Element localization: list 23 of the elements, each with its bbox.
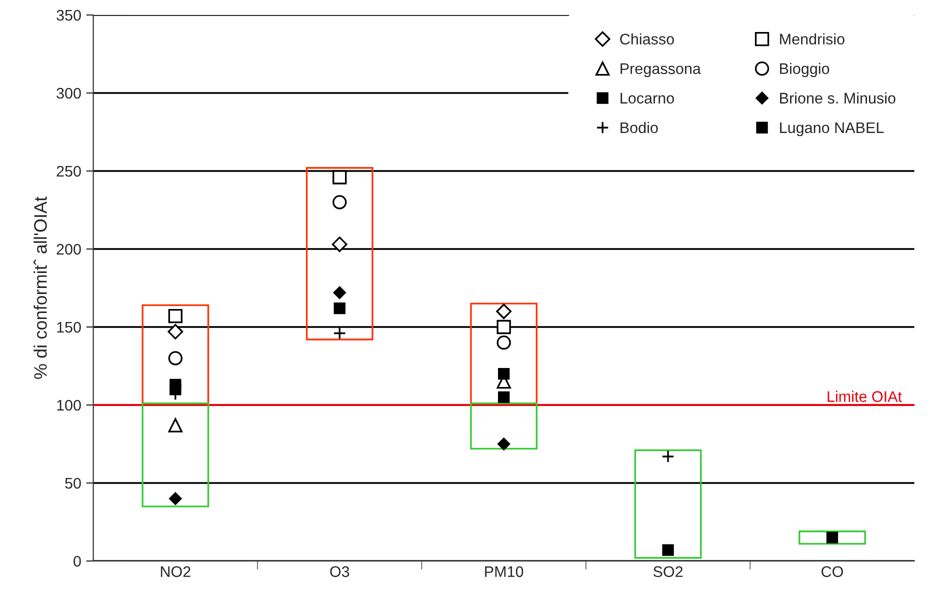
- y-tick-label: 50: [65, 478, 81, 489]
- legend-label: Bodio: [620, 122, 658, 134]
- legend-label: Pregassona: [620, 63, 701, 78]
- y-axis-title: % di conformitˆ all'OIAt: [34, 196, 47, 379]
- y-tick-label: 250: [56, 166, 81, 177]
- y-tick-label: 100: [57, 400, 81, 411]
- x-tick-label: PM10: [485, 566, 524, 578]
- legend-label: Locarno: [620, 92, 674, 104]
- y-tick-label: 200: [56, 244, 81, 255]
- legend-label: Lugano NABEL: [780, 122, 884, 136]
- x-tick-label: NO2: [160, 566, 190, 578]
- ref-line-label: Limite OIAt: [828, 390, 902, 402]
- x-tick-label: SO2: [653, 566, 683, 578]
- y-tick-label: 300: [56, 88, 81, 99]
- legend-label: Brione s. Minusio: [780, 92, 896, 104]
- legend-label: Chiasso: [620, 33, 674, 45]
- y-tick-label: 350: [56, 10, 81, 21]
- legend-label: Bioggio: [780, 62, 830, 78]
- y-tick-label: 0: [74, 556, 81, 567]
- legend-label: Mendrisio: [780, 33, 844, 45]
- x-tick-label: O3: [330, 566, 350, 578]
- x-tick-label: CO: [822, 566, 843, 578]
- y-tick-label: 150: [57, 322, 81, 333]
